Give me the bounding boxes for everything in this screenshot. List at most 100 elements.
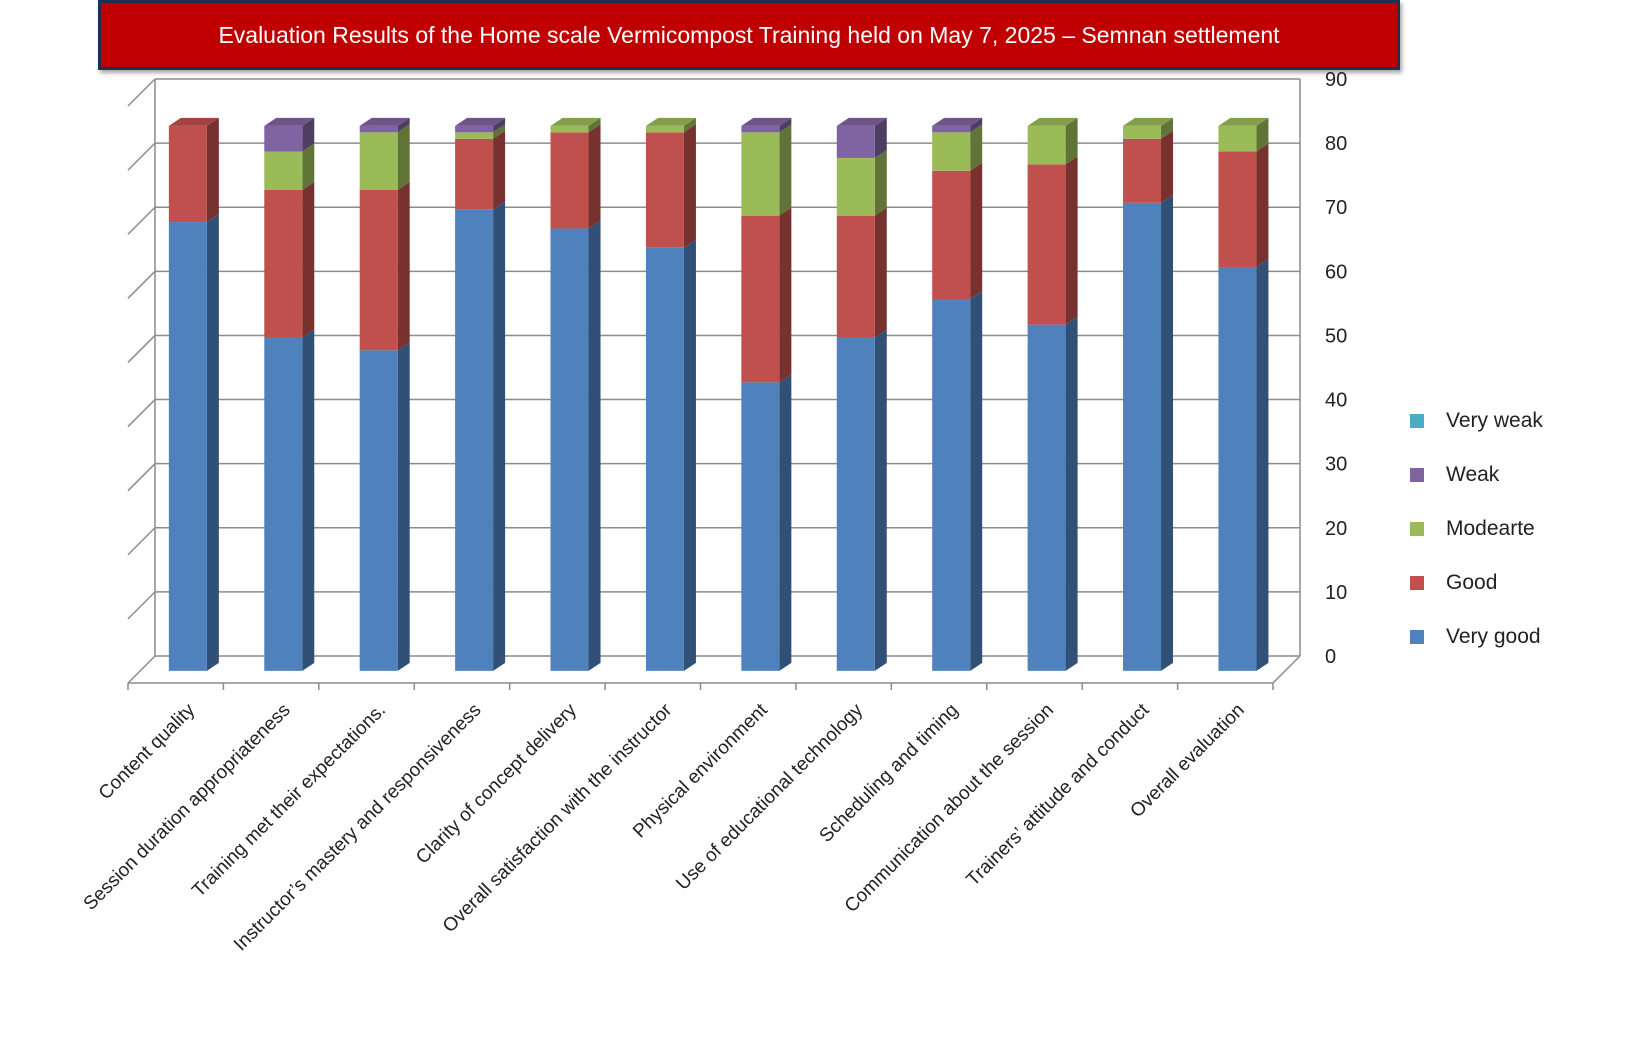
bar-1-weak-side — [302, 117, 315, 152]
legend-label: Modearte — [1446, 517, 1535, 540]
bar-7-top — [836, 117, 887, 126]
bar-8-very-good-side — [970, 291, 983, 671]
chart-title-banner: Evaluation Results of the Home scale Ver… — [98, 0, 1400, 70]
bar-11-very-good — [1218, 266, 1257, 671]
bar-6-top — [741, 117, 792, 126]
bar-0-top — [168, 117, 219, 126]
bar-7-modearte — [836, 157, 875, 216]
legend-item-good: Good — [1410, 556, 1543, 610]
bar-3-modearte — [455, 132, 494, 139]
gridline-side-1 — [127, 591, 156, 620]
x-category-label-9: Communication about the session — [841, 700, 1058, 917]
bar-10-very-good — [1123, 202, 1162, 671]
legend-swatch — [1410, 522, 1424, 536]
bar-10-very-good-side — [1161, 194, 1174, 671]
bar-8-weak-side — [970, 117, 983, 133]
bar-7-modearte-side — [874, 149, 887, 216]
bar-1-good — [264, 190, 303, 338]
bar-8-top — [932, 117, 983, 126]
bar-6-good — [741, 215, 780, 383]
chart-title: Evaluation Results of the Home scale Ver… — [218, 21, 1280, 48]
bar-11-top — [1218, 117, 1269, 126]
bar-4-good — [550, 132, 589, 229]
bar-7-very-good-side — [874, 329, 887, 671]
x-category-label-0: Content quality — [95, 699, 200, 804]
bar-6-weak-side — [779, 117, 792, 133]
bar-8-modearte-side — [970, 124, 983, 171]
gridline-side-2 — [127, 527, 156, 556]
bar-9-modearte-side — [1065, 117, 1078, 165]
bar-11-good-side — [1256, 143, 1269, 267]
bar-5-very-good-side — [683, 239, 696, 671]
bar-3-weak-side — [493, 117, 506, 133]
bar-8-weak — [932, 125, 971, 133]
bar-1-modearte-side — [302, 143, 315, 191]
bar-2-very-good-side — [397, 342, 410, 671]
bar-11-good — [1218, 151, 1257, 267]
bar-5-modearte — [645, 125, 684, 133]
bar-0-good-side — [206, 117, 219, 223]
bar-3-good-side — [493, 130, 506, 210]
bar-2-modearte — [359, 132, 398, 191]
gridline-side-4 — [127, 399, 156, 428]
bar-7-very-good — [836, 337, 875, 671]
legend-item-modearte: Modearte — [1410, 502, 1543, 556]
y-tick-label-6: 60 — [1325, 261, 1347, 283]
chart-legend: Very weak Weak Modearte Good Very good — [1410, 394, 1543, 664]
bar-1-very-good — [264, 337, 303, 671]
legend-label: Good — [1446, 571, 1498, 594]
bar-7-good — [836, 215, 875, 338]
legend-label: Very weak — [1446, 409, 1543, 432]
gridline-side-9 — [127, 78, 156, 107]
gridline-side-5 — [127, 334, 156, 363]
bar-9-modearte — [1027, 125, 1066, 165]
legend-item-very-good: Very good — [1410, 610, 1543, 664]
bar-10-good-side — [1161, 130, 1174, 203]
bar-8-very-good — [932, 299, 971, 671]
x-category-label-4: Clarity of concept delivery — [412, 699, 581, 868]
bar-2-good-side — [397, 182, 410, 351]
bar-8-good-side — [970, 162, 983, 300]
bar-11-modearte-side — [1256, 117, 1269, 152]
legend-label: Very good — [1446, 625, 1541, 648]
bar-2-top — [359, 117, 410, 126]
bar-10-good — [1123, 138, 1162, 203]
bar-9-very-good-side — [1065, 316, 1078, 671]
y-tick-label-3: 30 — [1325, 454, 1347, 476]
y-tick-label-8: 80 — [1325, 133, 1347, 155]
gridline-side-8 — [127, 142, 156, 171]
legend-item-weak: Weak — [1410, 448, 1543, 502]
bar-8-good — [932, 170, 971, 300]
x-category-label-1: Session duration appropriateness — [80, 700, 295, 915]
x-category-label-7: Use of educational technology — [672, 699, 867, 894]
bar-3-modearte-side — [493, 124, 506, 139]
y-tick-label-7: 70 — [1325, 197, 1347, 219]
y-tick-label-5: 50 — [1325, 325, 1347, 347]
bar-7-good-side — [874, 207, 887, 338]
y-tick-label-4: 40 — [1325, 390, 1347, 412]
bar-2-very-good — [359, 350, 398, 671]
bar-10-top — [1123, 117, 1174, 126]
y-tick-label-2: 20 — [1325, 518, 1347, 540]
legend-item-very-weak: Very weak — [1410, 394, 1543, 448]
bar-4-good-side — [588, 124, 601, 229]
bar-0-good — [168, 125, 207, 223]
y-tick-label-9: 90 — [1325, 69, 1347, 91]
bar-5-top — [645, 117, 696, 126]
bar-7-weak-side — [874, 117, 887, 158]
bar-1-very-good-side — [302, 329, 315, 671]
bar-1-modearte — [264, 151, 303, 191]
legend-swatch — [1410, 414, 1424, 428]
legend-label: Weak — [1446, 463, 1500, 486]
bar-6-weak — [741, 125, 780, 133]
legend-swatch — [1410, 468, 1424, 482]
bar-2-modearte-side — [397, 124, 410, 191]
bar-6-modearte-side — [779, 124, 792, 216]
bar-5-modearte-side — [683, 117, 696, 133]
bar-1-top — [264, 117, 315, 126]
bar-4-modearte — [550, 125, 589, 133]
bar-1-weak — [264, 125, 303, 152]
legend-swatch — [1410, 630, 1424, 644]
bar-10-modearte-side — [1161, 117, 1174, 139]
